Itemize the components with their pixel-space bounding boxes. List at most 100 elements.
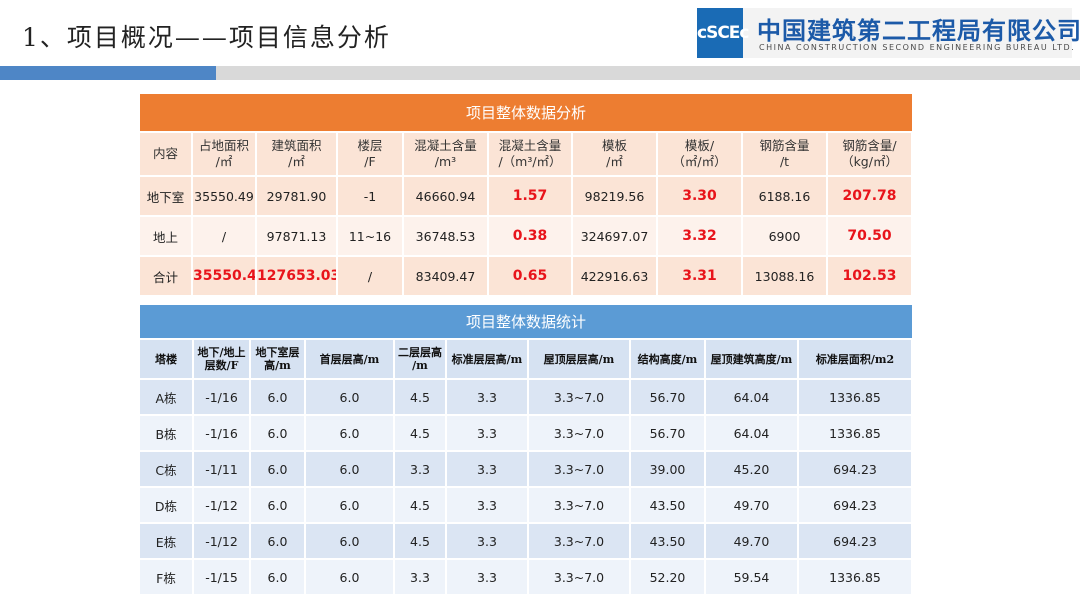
table-cell: 6.0	[250, 415, 306, 452]
table-cell: 1336.85	[798, 415, 914, 452]
table-cell: 3.3	[446, 559, 529, 596]
column-header: 模板 /㎡	[572, 132, 658, 177]
column-header: 建筑面积 /㎡	[256, 132, 338, 177]
table-cell: 102.53	[827, 256, 914, 297]
column-header: 地下/地上 层数/F	[193, 339, 251, 380]
table-cell: 4.5	[394, 415, 447, 452]
table-cell: 97871.13	[256, 216, 338, 257]
table-cell: /	[192, 216, 257, 257]
table-cell: -1/16	[193, 415, 251, 452]
row-label: D栋	[140, 487, 194, 524]
table-cell: 3.30	[657, 176, 743, 217]
table-cell: 3.3~7.0	[528, 487, 631, 524]
accent-bar	[0, 66, 216, 80]
table-cell: 3.3	[446, 523, 529, 560]
table-cell: 3.3	[446, 451, 529, 488]
table-cell: 45.20	[705, 451, 799, 488]
row-label: E栋	[140, 523, 194, 560]
table-cell: 0.38	[488, 216, 573, 257]
table-cell: 56.70	[630, 415, 706, 452]
table-cell: 64.04	[705, 379, 799, 416]
column-header: 标准层面积/m2	[798, 339, 914, 380]
column-header: 结构高度/m	[630, 339, 706, 380]
table-cell: 52.20	[630, 559, 706, 596]
table-cell: 324697.07	[572, 216, 658, 257]
column-header: 屋顶层层高/m	[528, 339, 631, 380]
column-header: 首层层高/m	[305, 339, 395, 380]
table-cell: 3.3~7.0	[528, 451, 631, 488]
table-cell: 6.0	[305, 379, 395, 416]
table-cell: 49.70	[705, 487, 799, 524]
table-cell: 3.3~7.0	[528, 523, 631, 560]
table-cell: 4.5	[394, 487, 447, 524]
table-cell: 694.23	[798, 523, 914, 560]
table-cell: -1	[337, 176, 404, 217]
table-cell: 13088.16	[742, 256, 828, 297]
table-cell: 70.50	[827, 216, 914, 257]
column-header: 占地面积 /㎡	[192, 132, 257, 177]
column-header: 屋顶建筑高度/m	[705, 339, 799, 380]
table-cell: 6.0	[305, 487, 395, 524]
column-header: 楼层 /F	[337, 132, 404, 177]
table-cell: 4.5	[394, 379, 447, 416]
row-label: C栋	[140, 451, 194, 488]
table-cell: 422916.63	[572, 256, 658, 297]
table-cell: 59.54	[705, 559, 799, 596]
table-cell: 6.0	[305, 523, 395, 560]
table-cell: 6.0	[250, 523, 306, 560]
table-cell: 127653.03	[256, 256, 338, 297]
table-cell: 1.57	[488, 176, 573, 217]
column-header: 地下室层 高/m	[250, 339, 306, 380]
column-header: 钢筋含量 /t	[742, 132, 828, 177]
row-label: F栋	[140, 559, 194, 596]
table-cell: 6900	[742, 216, 828, 257]
row-label: 合计	[140, 256, 193, 297]
table-cell: 83409.47	[403, 256, 489, 297]
row-label: A栋	[140, 379, 194, 416]
table-cell: 64.04	[705, 415, 799, 452]
table-cell: 46660.94	[403, 176, 489, 217]
table-cell: 207.78	[827, 176, 914, 217]
column-header: 混凝土含量 /（m³/㎡）	[488, 132, 573, 177]
table-cell: 29781.90	[256, 176, 338, 217]
table-cell: 1336.85	[798, 559, 914, 596]
column-header: 钢筋含量/ （kg/㎡）	[827, 132, 914, 177]
cscec-logo-icon: cSCEc	[697, 8, 750, 58]
table-cell: -1/11	[193, 451, 251, 488]
table-cell: 6.0	[305, 559, 395, 596]
table-cell: -1/12	[193, 523, 251, 560]
row-label: B栋	[140, 415, 194, 452]
table-cell: 49.70	[705, 523, 799, 560]
table-cell: 3.3	[394, 559, 447, 596]
table-cell: 98219.56	[572, 176, 658, 217]
table-cell: 36748.53	[403, 216, 489, 257]
table-cell: 3.3~7.0	[528, 415, 631, 452]
table-cell: -1/15	[193, 559, 251, 596]
company-name-en: CHINA CONSTRUCTION SECOND ENGINEERING BU…	[759, 43, 1076, 52]
table-cell: 6188.16	[742, 176, 828, 217]
table-cell: 6.0	[250, 451, 306, 488]
company-logo: cSCEc 中国建筑第二工程局有限公司 CHINA CONSTRUCTION S…	[697, 8, 1080, 58]
table-cell: 11~16	[337, 216, 404, 257]
column-header: 塔楼	[140, 339, 194, 380]
table-cell: 0.65	[488, 256, 573, 297]
column-header: 混凝土含量 /m³	[403, 132, 489, 177]
table-cell: 6.0	[250, 379, 306, 416]
table-cell: 3.3	[446, 415, 529, 452]
table-cell: 3.3~7.0	[528, 379, 631, 416]
table-cell: 43.50	[630, 523, 706, 560]
table-cell: 56.70	[630, 379, 706, 416]
table-cell: 3.3	[394, 451, 447, 488]
table-cell: 3.32	[657, 216, 743, 257]
project-data-statistics-table: 项目整体数据统计 塔楼 地下/地上 层数/F 地下室层 高/m 首层层高/m 二层层高 …	[140, 305, 914, 596]
row-label: 地下室	[140, 176, 193, 217]
table-cell: 35550.49	[192, 256, 257, 297]
table-cell: 4.5	[394, 523, 447, 560]
table-cell: 6.0	[250, 559, 306, 596]
table-cell: -1/16	[193, 379, 251, 416]
table-cell: 6.0	[305, 451, 395, 488]
company-name-cn: 中国建筑第二工程局有限公司	[757, 17, 1080, 45]
column-header: 内容	[140, 132, 193, 177]
table-cell: 3.31	[657, 256, 743, 297]
row-label: 地上	[140, 216, 193, 257]
